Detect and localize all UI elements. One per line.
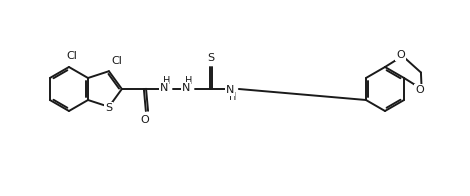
Text: N: N bbox=[226, 85, 234, 95]
Text: H: H bbox=[185, 76, 193, 86]
Text: S: S bbox=[105, 103, 112, 113]
Text: S: S bbox=[207, 53, 214, 63]
Text: O: O bbox=[141, 115, 149, 125]
Text: Cl: Cl bbox=[111, 56, 122, 66]
Text: H: H bbox=[163, 76, 171, 86]
Text: N: N bbox=[182, 83, 190, 93]
Text: O: O bbox=[396, 50, 405, 60]
Text: N: N bbox=[160, 83, 168, 93]
Text: O: O bbox=[415, 85, 424, 95]
Text: Cl: Cl bbox=[67, 51, 78, 61]
Text: H: H bbox=[229, 92, 236, 102]
